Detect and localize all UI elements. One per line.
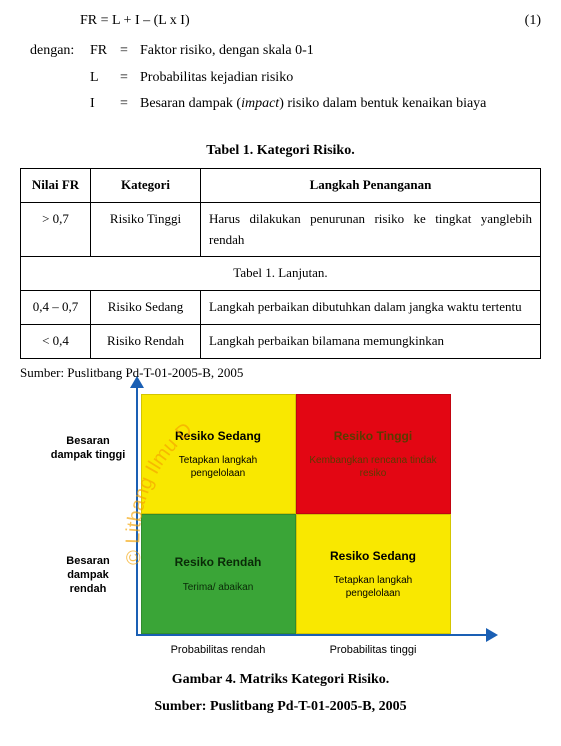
quad-title: Resiko Rendah	[175, 553, 262, 572]
quadrant-top-right: Resiko Tinggi Kembangkan rencana tindak …	[296, 394, 451, 514]
risk-matrix: © Litbang Ilmu D Besaran dampak tinggi B…	[51, 394, 511, 660]
def-text-prefix: Besaran dampak (	[140, 96, 241, 111]
def-with: dengan:	[30, 40, 90, 62]
def-text-suffix: ) risiko dalam bentuk kenaikan biaya	[279, 96, 486, 111]
def-text: Faktor risiko, dengan skala 0-1	[140, 40, 541, 62]
def-equals: =	[120, 40, 140, 62]
figure-caption: Gambar 4. Matriks Kategori Risiko.	[20, 669, 541, 691]
cell-langkah: Langkah perbaikan bilamana memungkinkan	[201, 324, 541, 358]
x-axis-label-high: Probabilitas tinggi	[296, 642, 451, 660]
figure-source: Sumber: Puslitbang Pd-T-01-2005-B, 2005	[20, 696, 541, 718]
def-row: I = Besaran dampak (impact) risiko dalam…	[30, 93, 541, 115]
definitions: dengan: FR = Faktor risiko, dengan skala…	[20, 40, 541, 115]
th-langkah: Langkah Penanganan	[201, 168, 541, 202]
def-text: Probabilitas kejadian risiko	[140, 67, 541, 89]
def-symbol: L	[90, 67, 120, 89]
table-continuation: Tabel 1. Lanjutan.	[21, 257, 541, 291]
matrix-row-top: Resiko Sedang Tetapkan langkah pengelola…	[141, 394, 451, 514]
def-symbol: I	[90, 93, 120, 115]
table-title: Tabel 1. Kategori Risiko.	[20, 140, 541, 162]
def-text-italic: impact	[241, 96, 279, 111]
risk-table: Nilai FR Kategori Langkah Penanganan > 0…	[20, 168, 541, 359]
formula-expression: FR = L + I – (L x I)	[80, 10, 190, 32]
y-axis	[136, 386, 138, 636]
def-equals: =	[120, 67, 140, 89]
quadrant-bottom-right: Resiko Sedang Tetapkan langkah pengelola…	[296, 514, 451, 634]
cell-kategori: Risiko Rendah	[91, 324, 201, 358]
table-header-row: Nilai FR Kategori Langkah Penanganan	[21, 168, 541, 202]
formula-number: (1)	[525, 10, 541, 32]
quadrant-bottom-left: Resiko Rendah Terima/ abaikan	[141, 514, 296, 634]
quad-title: Resiko Tinggi	[334, 427, 412, 446]
x-axis-labels: Probabilitas rendah Probabilitas tinggi	[141, 642, 451, 660]
continuation-text: Tabel 1. Lanjutan.	[21, 257, 541, 291]
table-row: > 0,7 Risiko Tinggi Harus dilakukan penu…	[21, 202, 541, 257]
def-row: dengan: FR = Faktor risiko, dengan skala…	[30, 40, 541, 62]
x-axis-label-low: Probabilitas rendah	[141, 642, 296, 660]
table-row: 0,4 – 0,7 Risiko Sedang Langkah perbaika…	[21, 291, 541, 325]
table-source: Sumber: Puslitbang Pd-T-01-2005-B, 2005	[20, 363, 541, 384]
th-fr: Nilai FR	[21, 168, 91, 202]
quad-title: Resiko Sedang	[175, 427, 261, 446]
cell-kategori: Risiko Tinggi	[91, 202, 201, 257]
arrow-right-icon	[486, 628, 498, 642]
quadrant-top-left: Resiko Sedang Tetapkan langkah pengelola…	[141, 394, 296, 514]
quad-subtitle: Kembangkan rencana tindak resiko	[307, 454, 440, 480]
th-kategori: Kategori	[91, 168, 201, 202]
quad-subtitle: Tetapkan langkah pengelolaan	[152, 454, 285, 480]
matrix-row-bottom: Resiko Rendah Terima/ abaikan Resiko Sed…	[141, 514, 451, 634]
x-axis	[136, 634, 488, 636]
quad-subtitle: Tetapkan langkah pengelolaan	[307, 574, 440, 600]
formula-row: FR = L + I – (L x I) (1)	[20, 10, 541, 32]
quad-title: Resiko Sedang	[330, 547, 416, 566]
y-axis-label-high: Besaran dampak tinggi	[51, 434, 126, 463]
table-row: < 0,4 Risiko Rendah Langkah perbaikan bi…	[21, 324, 541, 358]
cell-langkah: Harus dilakukan penurunan risiko ke ting…	[201, 202, 541, 257]
cell-fr: 0,4 – 0,7	[21, 291, 91, 325]
matrix-grid: Resiko Sedang Tetapkan langkah pengelola…	[141, 394, 451, 634]
cell-fr: > 0,7	[21, 202, 91, 257]
cell-fr: < 0,4	[21, 324, 91, 358]
def-text: Besaran dampak (impact) risiko dalam ben…	[140, 93, 541, 115]
cell-kategori: Risiko Sedang	[91, 291, 201, 325]
quad-subtitle: Terima/ abaikan	[183, 581, 254, 594]
y-axis-label-low: Besaran dampak rendah	[51, 554, 126, 597]
cell-langkah: Langkah perbaikan dibutuhkan dalam jangk…	[201, 291, 541, 325]
def-row: L = Probabilitas kejadian risiko	[30, 67, 541, 89]
def-equals: =	[120, 93, 140, 115]
def-symbol: FR	[90, 40, 120, 62]
